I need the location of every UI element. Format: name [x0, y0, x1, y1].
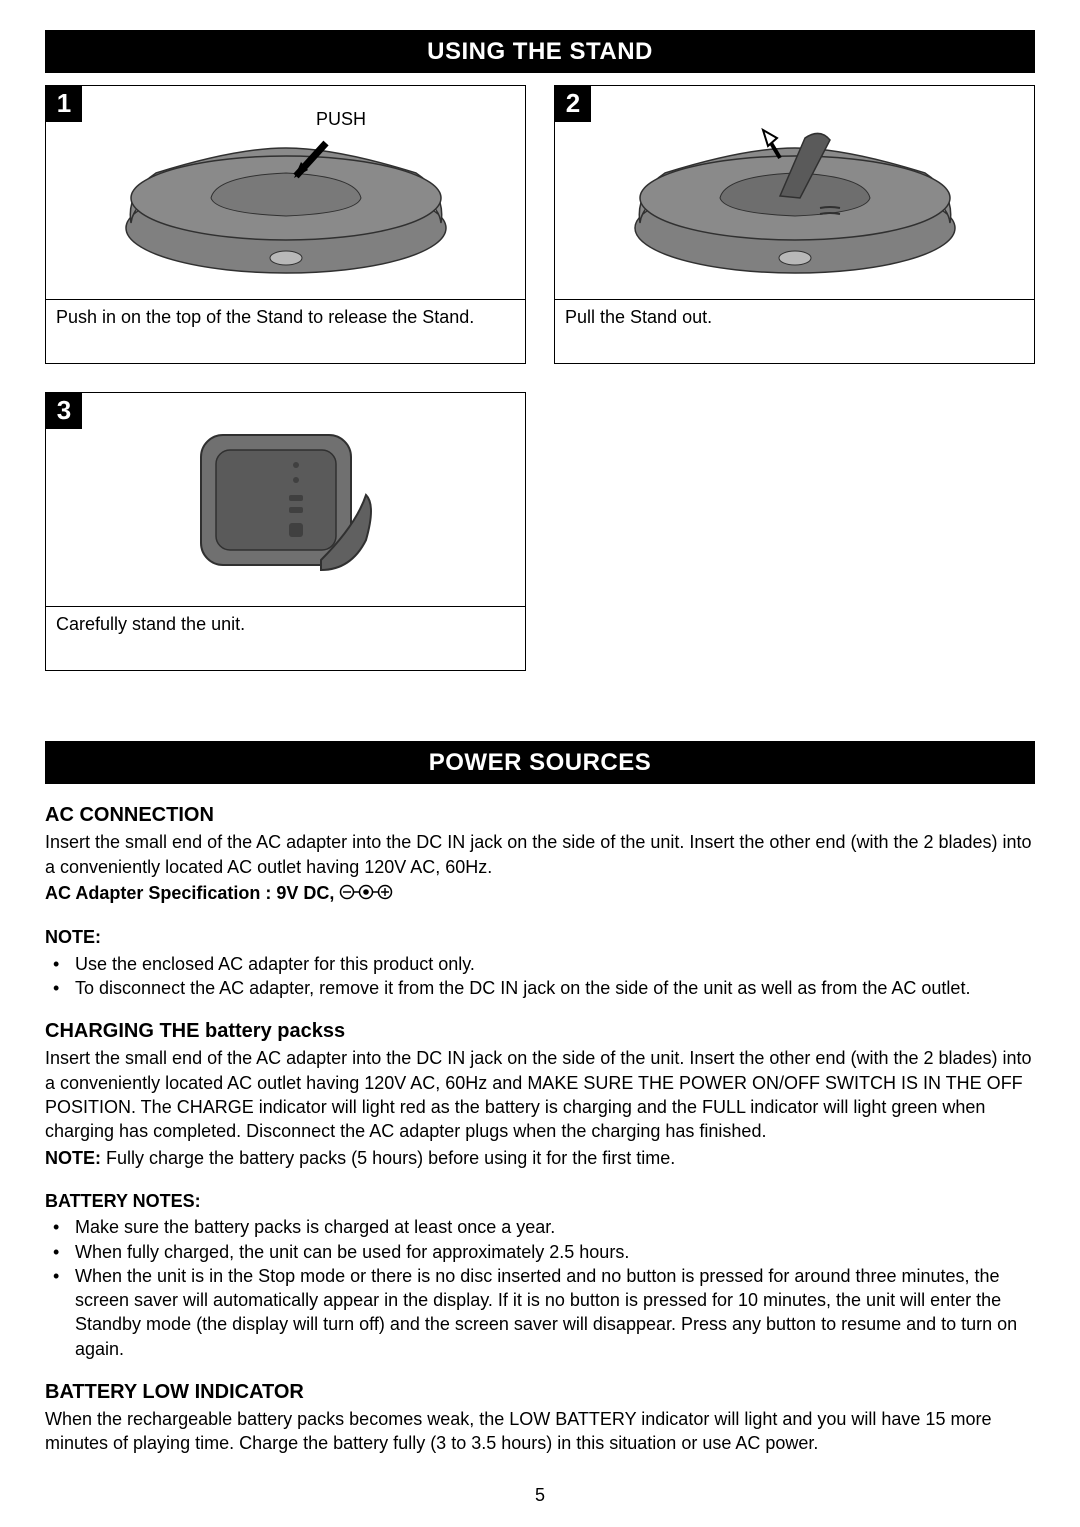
battery-notes-heading: BATTERY NOTES: — [45, 1190, 1035, 1213]
note-list: Use the enclosed AC adapter for this pro… — [45, 952, 1035, 1001]
step-number-badge: 2 — [555, 86, 591, 122]
step-2: 2 Pull the Stand out. — [554, 85, 1035, 364]
device-top-illustration — [96, 98, 476, 288]
section-header-power: POWER SOURCES — [45, 741, 1035, 784]
charging-heading: CHARGING THE battery packss — [45, 1018, 1035, 1044]
list-item: Use the enclosed AC adapter for this pro… — [45, 952, 1035, 976]
manual-page: USING THE STAND 1 PUSH Push in on the to… — [0, 0, 1080, 1527]
battery-notes-list: Make sure the battery packs is charged a… — [45, 1215, 1035, 1361]
low-indicator-body: When the rechargeable battery packs beco… — [45, 1407, 1035, 1456]
list-item: Make sure the battery packs is charged a… — [45, 1215, 1035, 1239]
device-pull-illustration — [605, 98, 985, 288]
step-number-badge: 1 — [46, 86, 82, 122]
step-2-caption: Pull the Stand out. — [554, 300, 1035, 364]
step-3-image: 3 — [45, 392, 526, 607]
charging-note: NOTE: Fully charge the battery packs (5 … — [45, 1146, 1035, 1170]
page-number: 5 — [45, 1484, 1035, 1507]
step-3-caption: Carefully stand the unit. — [45, 607, 526, 671]
note-heading: NOTE: — [45, 926, 1035, 949]
step-3: 3 Carefully stand the unit. — [45, 392, 526, 671]
list-item: When the unit is in the Stop mode or the… — [45, 1264, 1035, 1361]
ac-connection-heading: AC CONNECTION — [45, 802, 1035, 828]
charging-body: Insert the small end of the AC adapter i… — [45, 1046, 1035, 1143]
ac-spec-label: AC Adapter Specification : 9V DC, — [45, 883, 339, 903]
charging-note-prefix: NOTE: — [45, 1148, 106, 1168]
list-item: To disconnect the AC adapter, remove it … — [45, 976, 1035, 1000]
step-1: 1 PUSH Push in on the top of the Stand t… — [45, 85, 526, 364]
ac-connection-body: Insert the small end of the AC adapter i… — [45, 830, 1035, 879]
step-1-caption: Push in on the top of the Stand to relea… — [45, 300, 526, 364]
push-label: PUSH — [316, 108, 366, 131]
charging-note-text: Fully charge the battery packs (5 hours)… — [106, 1148, 675, 1168]
vertical-spacer — [45, 671, 1035, 741]
polarity-icon — [339, 882, 393, 906]
section-header-stand: USING THE STAND — [45, 30, 1035, 73]
low-indicator-heading: BATTERY LOW INDICATOR — [45, 1379, 1035, 1405]
ac-spec-line: AC Adapter Specification : 9V DC, — [45, 881, 1035, 906]
step-2-image: 2 — [554, 85, 1035, 300]
device-standing-illustration — [146, 405, 426, 595]
step-1-image: 1 PUSH — [45, 85, 526, 300]
steps-grid: 1 PUSH Push in on the top of the Stand t… — [45, 85, 1035, 671]
list-item: When fully charged, the unit can be used… — [45, 1240, 1035, 1264]
step-number-badge: 3 — [46, 393, 82, 429]
